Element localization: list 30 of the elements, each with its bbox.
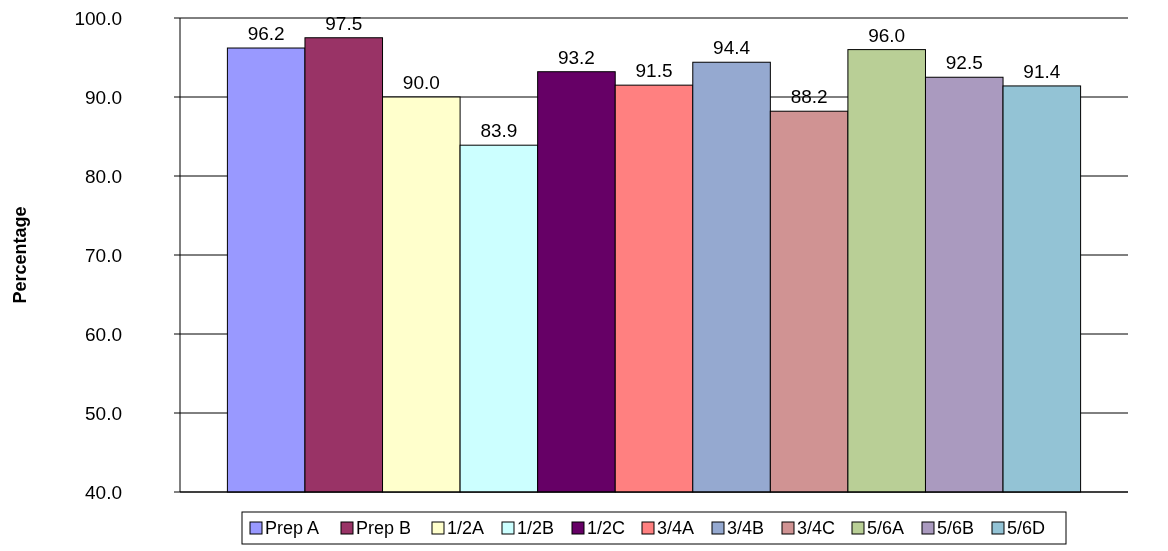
legend-label: 3/4A — [657, 518, 695, 539]
legend-label: 1/2C — [587, 518, 626, 539]
legend-label: Prep B — [356, 518, 412, 539]
data-label: 91.4 — [1023, 60, 1061, 82]
y-tick-label: 50.0 — [85, 402, 122, 424]
y-tick-label: 70.0 — [85, 244, 122, 266]
y-tick-label: 80.0 — [85, 165, 122, 187]
data-label: 94.4 — [713, 37, 751, 59]
legend-label: 1/2A — [447, 518, 485, 539]
data-label: 93.2 — [557, 46, 595, 68]
data-label: 88.2 — [790, 86, 828, 108]
legend-label: 5/6D — [1007, 518, 1046, 539]
data-label: 90.0 — [402, 72, 440, 93]
y-tick-label: 60.0 — [85, 323, 122, 345]
legend-label: 3/4B — [727, 518, 765, 539]
data-label: 83.9 — [480, 120, 518, 142]
data-label: 91.5 — [635, 60, 673, 82]
y-tick-label: 40.0 — [85, 481, 122, 503]
data-label: 96.2 — [247, 23, 285, 45]
legend-label: 1/2B — [517, 518, 555, 539]
legend-label: 3/4C — [797, 518, 836, 539]
legend-label: Prep A — [265, 518, 320, 539]
data-label: 97.5 — [325, 12, 363, 34]
y-tick-label: 90.0 — [85, 86, 122, 108]
legend-label: 5/6A — [867, 518, 905, 539]
y-tick-label: 100.0 — [74, 7, 122, 29]
y-axis-title: Percentage — [10, 206, 30, 304]
data-label: 96.0 — [868, 24, 906, 46]
data-label: 92.5 — [945, 52, 983, 74]
legend-label: 5/6B — [937, 518, 975, 539]
